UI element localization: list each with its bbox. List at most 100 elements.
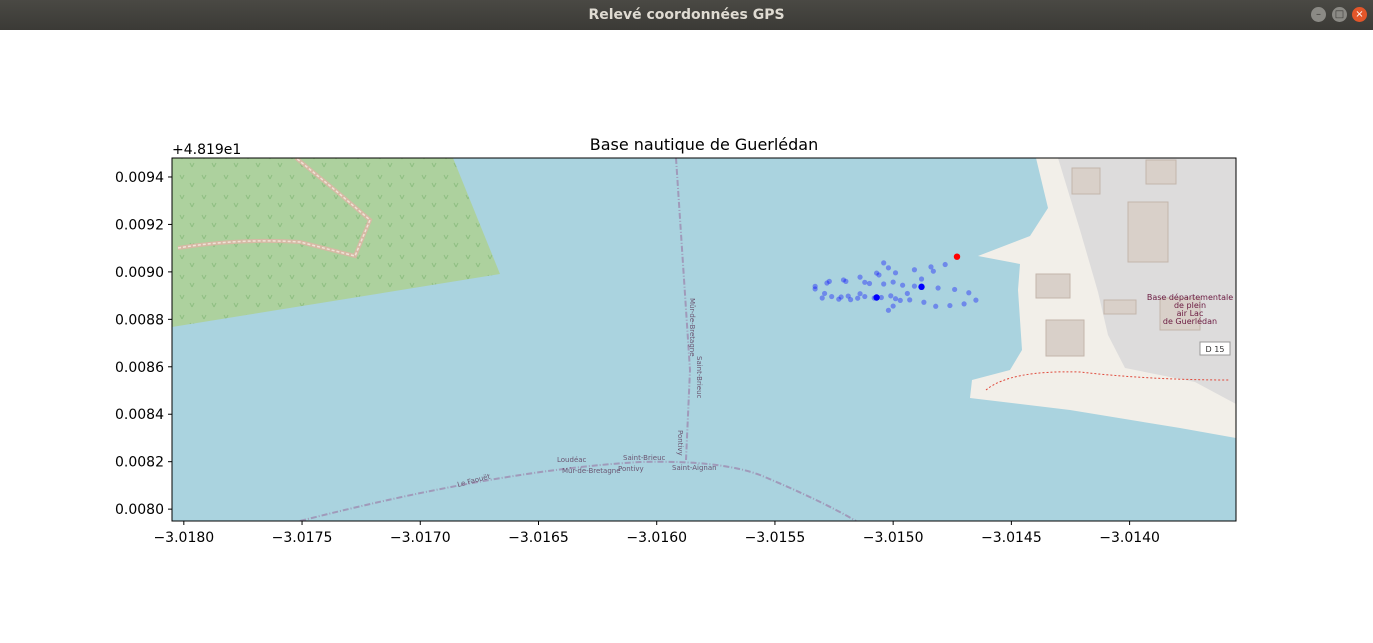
- y-offset-label: +4.819e1: [172, 142, 241, 158]
- building: [1103, 299, 1137, 315]
- map-forest: [172, 158, 500, 327]
- map-background: Loudéac Saint-Brieuc Mûr-de-Bretagne Pon…: [172, 158, 1236, 521]
- trace-point: [942, 261, 948, 268]
- trace-point: [952, 286, 958, 293]
- boundary-label: Mûr-de-Bretagne: [562, 467, 621, 475]
- trace-point: [966, 290, 972, 296]
- trace-point: [878, 294, 884, 301]
- y-tick-label: 0.0092: [115, 217, 164, 233]
- admin-boundary: [299, 460, 857, 521]
- trace-point: [840, 277, 847, 283]
- poi-label: Base départementale: [1147, 292, 1233, 302]
- trace-point: [890, 303, 896, 309]
- boundary-label: Saint-Brieuc: [695, 356, 703, 399]
- window-titlebar: Relevé coordonnées GPS – □ ×: [0, 0, 1373, 30]
- forest-track-inner: [177, 158, 371, 257]
- trace-point: [911, 267, 918, 273]
- x-tick-label: −3.0175: [272, 530, 333, 546]
- trace-point: [812, 286, 818, 292]
- boundary-label: Pontivy: [676, 430, 684, 456]
- boundary-label: Saint-Aignan: [672, 464, 717, 472]
- x-axis: −3.0180 −3.0175 −3.0170 −3.0165 −3.0160 −3.01…: [153, 521, 1160, 546]
- chart-title: Base nautique de Guerlédan: [590, 135, 819, 154]
- trace-point: [892, 270, 899, 276]
- trace-point: [885, 265, 892, 271]
- building: [1045, 319, 1085, 357]
- trace-point: [824, 280, 830, 286]
- trace-point: [829, 293, 835, 300]
- trace-point: [907, 297, 913, 303]
- building: [1159, 297, 1201, 331]
- trace-point: [947, 302, 953, 309]
- building: [1071, 167, 1101, 195]
- trace-point: [900, 282, 906, 288]
- trace-point: [857, 291, 863, 297]
- boundary-label: Loudéac: [557, 456, 587, 464]
- boundary-label: Mûr-de-Bretagne: [688, 298, 696, 357]
- window-title: Relevé coordonnées GPS: [588, 7, 785, 23]
- x-tick-label: −3.0145: [981, 530, 1042, 546]
- close-button[interactable]: ×: [1352, 7, 1367, 22]
- map-built-area: [1058, 158, 1236, 404]
- maximize-button[interactable]: □: [1332, 7, 1347, 22]
- trace-point: [904, 290, 910, 297]
- y-tick-label: 0.0084: [115, 407, 164, 423]
- trace-point: [911, 283, 918, 289]
- trace-point: [973, 297, 979, 303]
- trace-point: [918, 276, 925, 282]
- trace-point: [821, 290, 828, 297]
- x-tick-label: −3.0140: [1099, 530, 1160, 546]
- trace-point: [881, 281, 887, 287]
- trace-point: [961, 301, 967, 307]
- road-label: D 15: [1206, 345, 1225, 354]
- boundary-label: Pontivy: [618, 465, 644, 473]
- x-tick-label: −3.0170: [390, 530, 451, 546]
- chart-figure: Base nautique de Guerlédan +4.819e1 Loud…: [115, 135, 1237, 546]
- building: [1127, 201, 1169, 263]
- x-tick-label: −3.0165: [508, 530, 569, 546]
- trace-point: [843, 278, 849, 284]
- trace-point: [888, 293, 894, 299]
- trace-point: [876, 272, 882, 278]
- trace-point: [838, 294, 844, 300]
- minimize-button[interactable]: –: [1311, 7, 1326, 22]
- trace-point: [885, 307, 892, 313]
- trace-point: [928, 264, 934, 270]
- reference-point: [953, 253, 961, 260]
- trace-point: [812, 283, 818, 289]
- admin-boundary: [675, 158, 692, 461]
- trace-point: [826, 278, 832, 284]
- path-dotted: [985, 371, 1231, 391]
- poi-label: de plein: [1174, 301, 1206, 310]
- trace-point: [845, 293, 851, 299]
- trace-point: [855, 295, 861, 301]
- trace-point: [890, 279, 896, 285]
- trace-point: [857, 274, 863, 280]
- y-tick-label: 0.0090: [115, 265, 164, 281]
- trace-point: [897, 297, 903, 303]
- building: [1035, 273, 1071, 299]
- trace-point: [862, 279, 868, 285]
- y-axis: 0.0080 0.0082 0.0084 0.0086 0.0088 0.0090 0.00…: [115, 170, 172, 518]
- trace-point: [933, 303, 939, 309]
- axes-frame: [171, 157, 1237, 522]
- x-tick-label: −3.0150: [863, 530, 924, 546]
- trace-point: [819, 295, 825, 301]
- chart-marks: [812, 253, 979, 313]
- trace-point: [866, 280, 873, 287]
- trace-point: [847, 297, 854, 303]
- trace-point: [935, 285, 941, 291]
- y-tick-label: 0.0080: [115, 502, 164, 518]
- trace-point: [892, 296, 899, 302]
- y-tick-label: 0.0094: [115, 170, 164, 186]
- poi-label: air Lac: [1177, 309, 1204, 318]
- x-tick-label: −3.0160: [626, 530, 687, 546]
- trace-point: [836, 296, 842, 302]
- x-tick-label: −3.0180: [153, 530, 214, 546]
- x-tick-label: −3.0155: [745, 530, 806, 546]
- poi-label: de Guerlédan: [1163, 316, 1217, 326]
- y-tick-label: 0.0086: [115, 360, 164, 376]
- trace-point: [930, 268, 936, 274]
- trace-point: [874, 270, 880, 276]
- road-shield: [1199, 341, 1231, 356]
